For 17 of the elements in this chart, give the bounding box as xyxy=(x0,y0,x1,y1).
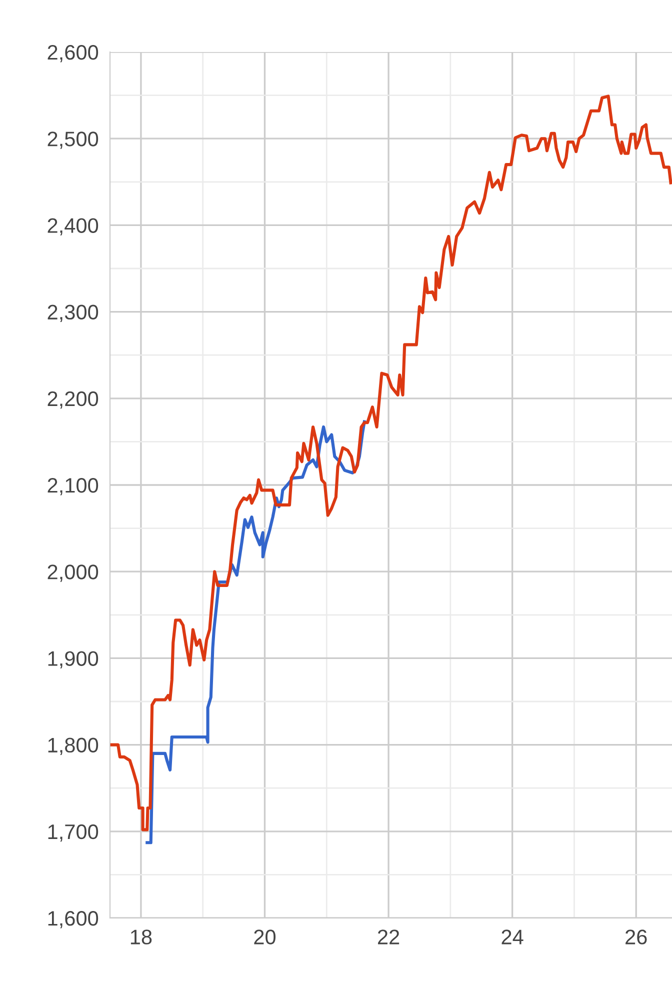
y-tick-label: 2,200 xyxy=(48,391,98,409)
x-tick-label: 22 xyxy=(378,930,400,944)
y-tick-label: 1,900 xyxy=(48,651,98,668)
x-tick-label: 20 xyxy=(254,930,276,944)
x-tick-label: 24 xyxy=(502,930,524,944)
x-tick-label: 26 xyxy=(626,930,647,944)
line-series xyxy=(110,94,672,832)
y-tick-label: 2,000 xyxy=(48,564,98,582)
x-tick-label: 18 xyxy=(130,930,152,944)
y-tick-label: 2,300 xyxy=(48,304,98,322)
y-tick-label: 1,700 xyxy=(48,824,98,842)
y-tick-label: 1,600 xyxy=(48,911,98,928)
y-tick-label: 2,500 xyxy=(48,132,98,149)
y-tick-label: 2,400 xyxy=(48,218,98,236)
y-tick-label: 1,800 xyxy=(48,738,98,756)
y-tick-label: 2,600 xyxy=(48,45,98,62)
y-tick-label: 2,100 xyxy=(48,478,98,496)
